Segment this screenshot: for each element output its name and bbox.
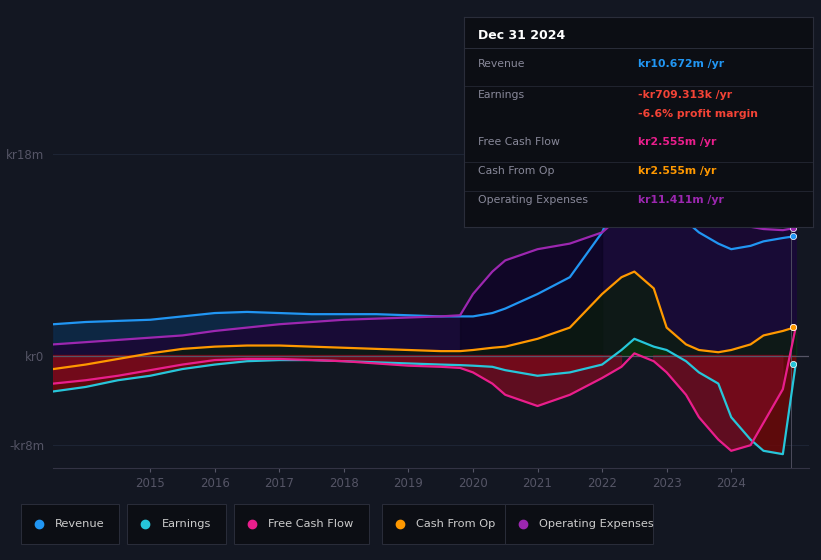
FancyBboxPatch shape xyxy=(234,504,369,544)
Text: kr2.555m /yr: kr2.555m /yr xyxy=(639,166,717,176)
FancyBboxPatch shape xyxy=(21,504,119,544)
Text: -kr709.313k /yr: -kr709.313k /yr xyxy=(639,90,732,100)
FancyBboxPatch shape xyxy=(127,504,226,544)
Text: Operating Expenses: Operating Expenses xyxy=(539,519,654,529)
Text: kr11.411m /yr: kr11.411m /yr xyxy=(639,195,724,206)
Text: -6.6% profit margin: -6.6% profit margin xyxy=(639,109,759,119)
FancyBboxPatch shape xyxy=(382,504,509,544)
FancyBboxPatch shape xyxy=(505,504,653,544)
Text: Free Cash Flow: Free Cash Flow xyxy=(268,519,354,529)
Text: Earnings: Earnings xyxy=(162,519,211,529)
Text: kr2.555m /yr: kr2.555m /yr xyxy=(639,137,717,147)
Text: Operating Expenses: Operating Expenses xyxy=(478,195,588,206)
Text: Revenue: Revenue xyxy=(478,59,525,69)
Text: Cash From Op: Cash From Op xyxy=(416,519,496,529)
Text: Dec 31 2024: Dec 31 2024 xyxy=(478,30,565,43)
Text: Free Cash Flow: Free Cash Flow xyxy=(478,137,560,147)
Text: Revenue: Revenue xyxy=(55,519,104,529)
Text: Cash From Op: Cash From Op xyxy=(478,166,554,176)
Text: kr10.672m /yr: kr10.672m /yr xyxy=(639,59,724,69)
Text: Earnings: Earnings xyxy=(478,90,525,100)
